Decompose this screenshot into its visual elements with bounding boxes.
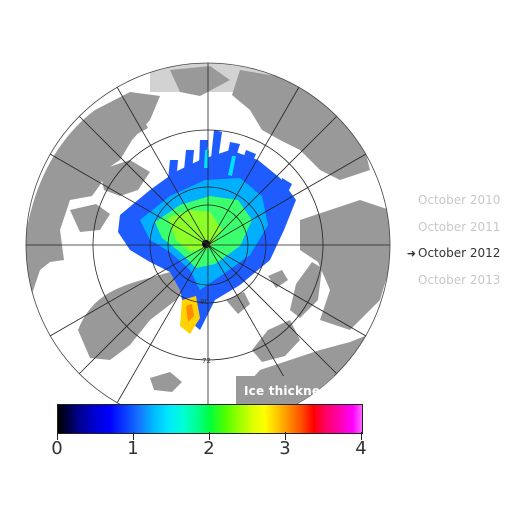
- colorbar-tick-label-2: 2: [203, 438, 215, 459]
- graticule: [26, 63, 390, 427]
- colorbar-tick: [361, 432, 362, 440]
- legend-title: Ice thickness (m): [244, 384, 364, 398]
- colorbar-tick-label-0: 0: [51, 438, 63, 459]
- year-selector: October 2010 October 2011 ➜ October 2012 …: [398, 190, 518, 296]
- year-label: October 2010: [418, 193, 501, 207]
- year-label: October 2011: [418, 219, 501, 234]
- ice-thickness-colorbar: [57, 404, 363, 434]
- colorbar-tick-label-1: 1: [127, 438, 139, 459]
- year-option-2010[interactable]: October 2010: [398, 190, 518, 217]
- colorbar-tick: [209, 432, 210, 440]
- year-option-2013[interactable]: October 2013: [398, 270, 518, 297]
- grid-label-72: 72: [202, 357, 211, 365]
- colorbar-tick-label-4: 4: [355, 438, 367, 459]
- ice-thickness-field: [118, 130, 296, 334]
- colorbar-tick: [57, 432, 58, 440]
- year-label: October 2012: [418, 246, 501, 261]
- colorbar-tick: [133, 432, 134, 440]
- year-option-2011[interactable]: October 2011: [398, 217, 518, 244]
- colorbar-tick-label-3: 3: [279, 438, 291, 459]
- year-option-2012[interactable]: ➜ October 2012: [398, 243, 518, 270]
- colorbar-tick: [285, 432, 286, 440]
- year-label: October 2013: [418, 272, 501, 287]
- grid-label-80: 80: [200, 298, 209, 306]
- selected-arrow-icon: ➜: [406, 247, 416, 261]
